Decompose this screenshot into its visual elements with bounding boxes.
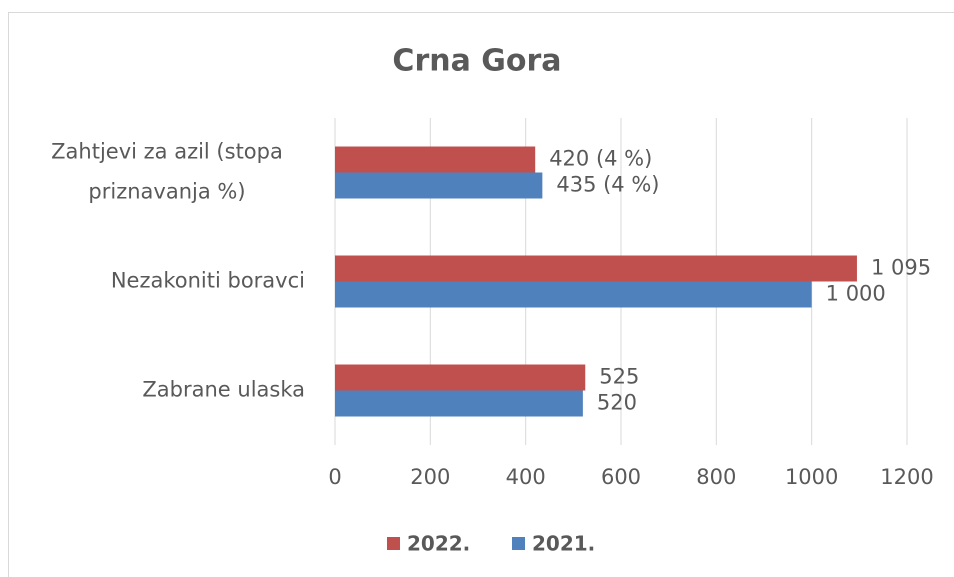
bar xyxy=(335,390,583,417)
x-tick-label: 0 xyxy=(328,465,341,489)
legend-swatch xyxy=(512,537,525,550)
bar xyxy=(335,255,857,282)
x-tick-label: 1200 xyxy=(880,465,933,489)
y-tick-label: Zahtjevi za azil (stopa priznavanja %) xyxy=(51,140,283,204)
x-tick-label: 200 xyxy=(410,465,450,489)
data-label: 420 (4 %) xyxy=(549,147,652,171)
x-tick-label: 1000 xyxy=(785,465,838,489)
bar xyxy=(335,364,586,391)
legend-label: 2022. xyxy=(407,532,470,556)
bar xyxy=(335,146,536,173)
y-tick-label: Nezakoniti boravci xyxy=(111,269,305,293)
data-label: 435 (4 %) xyxy=(556,173,659,197)
data-label: 1 095 xyxy=(871,256,931,280)
y-tick-label: Zabrane ulaska xyxy=(142,378,305,402)
bar xyxy=(335,172,543,199)
legend-label: 2021. xyxy=(532,532,595,556)
data-label: 520 xyxy=(597,391,637,415)
bar xyxy=(335,281,812,308)
chart-title: Crna Gora xyxy=(392,44,561,79)
legend-swatch xyxy=(387,537,400,550)
x-tick-label: 400 xyxy=(506,465,546,489)
x-tick-label: 600 xyxy=(601,465,641,489)
data-label: 1 000 xyxy=(826,282,886,306)
data-label: 525 xyxy=(599,365,639,389)
x-tick-label: 800 xyxy=(696,465,736,489)
chart-border xyxy=(8,12,954,577)
